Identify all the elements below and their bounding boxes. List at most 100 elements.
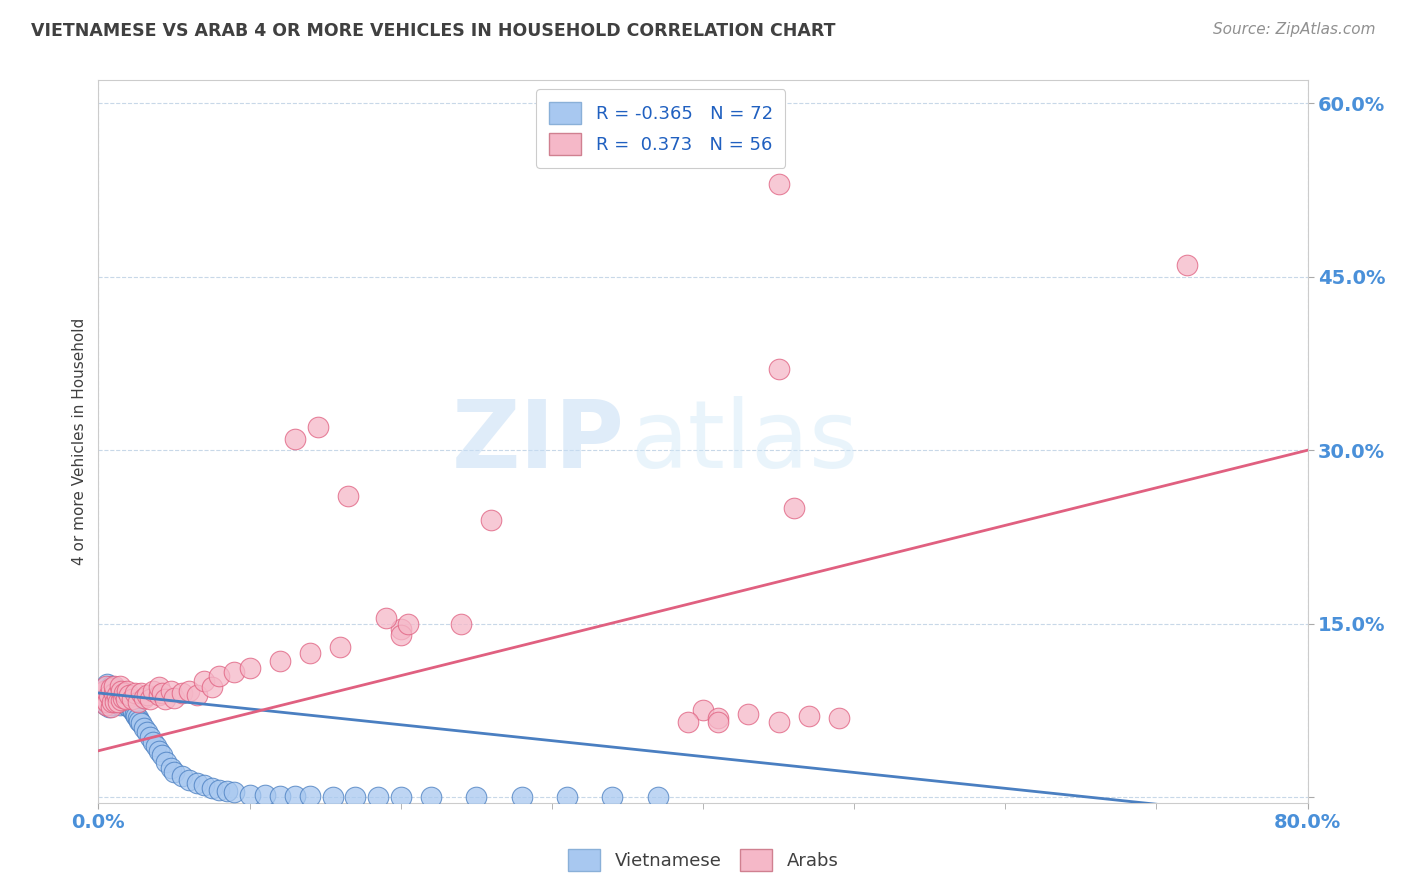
Point xyxy=(93,683,115,698)
Point xyxy=(307,420,329,434)
Point xyxy=(90,686,112,700)
Point xyxy=(344,790,367,805)
Point xyxy=(94,698,117,712)
Point xyxy=(707,714,730,729)
Point xyxy=(90,688,112,702)
Point xyxy=(160,761,183,775)
Point xyxy=(108,679,131,693)
Point xyxy=(125,709,148,723)
Point xyxy=(148,744,170,758)
Point xyxy=(555,790,578,805)
Point xyxy=(105,688,128,702)
Point xyxy=(692,703,714,717)
Point xyxy=(118,699,141,714)
Point xyxy=(112,691,135,706)
Point xyxy=(148,680,170,694)
Legend: Vietnamese, Arabs: Vietnamese, Arabs xyxy=(561,842,845,879)
Point xyxy=(91,691,114,706)
Point xyxy=(828,711,851,725)
Text: ZIP: ZIP xyxy=(451,395,624,488)
Point xyxy=(129,686,152,700)
Point xyxy=(121,691,143,706)
Point xyxy=(129,716,152,731)
Y-axis label: 4 or more Vehicles in Household: 4 or more Vehicles in Household xyxy=(72,318,87,566)
Point xyxy=(142,683,165,698)
Point xyxy=(120,698,142,712)
Point xyxy=(150,748,173,763)
Point xyxy=(676,714,699,729)
Point xyxy=(124,686,146,700)
Point xyxy=(132,721,155,735)
Point xyxy=(145,739,167,753)
Point xyxy=(111,695,134,709)
Point xyxy=(91,691,114,706)
Point xyxy=(239,660,262,674)
Point xyxy=(108,698,131,712)
Point xyxy=(284,789,307,803)
Point xyxy=(127,711,149,725)
Point xyxy=(110,693,132,707)
Point xyxy=(179,772,201,787)
Point xyxy=(148,688,170,702)
Point xyxy=(101,686,124,700)
Point xyxy=(100,679,122,693)
Point xyxy=(139,730,162,744)
Point xyxy=(186,688,208,702)
Point xyxy=(253,788,276,802)
Point xyxy=(299,789,322,803)
Point xyxy=(114,691,136,706)
Point xyxy=(224,665,246,680)
Point xyxy=(89,686,111,700)
Point xyxy=(135,725,157,739)
Point xyxy=(450,616,472,631)
Point xyxy=(186,776,208,790)
Point xyxy=(201,680,224,694)
Point xyxy=(132,690,155,705)
Point xyxy=(103,688,125,702)
Point xyxy=(122,705,145,719)
Point xyxy=(104,683,127,698)
Point xyxy=(170,686,193,700)
Point xyxy=(98,688,121,702)
Point xyxy=(783,501,806,516)
Point xyxy=(160,683,183,698)
Point xyxy=(127,695,149,709)
Point xyxy=(96,677,118,691)
Point xyxy=(155,756,177,770)
Point xyxy=(108,690,131,705)
Point xyxy=(107,688,129,702)
Point xyxy=(98,683,121,698)
Point xyxy=(128,714,150,728)
Point xyxy=(768,178,790,192)
Point xyxy=(737,706,759,721)
Point xyxy=(103,681,125,696)
Point xyxy=(269,654,291,668)
Point xyxy=(797,709,820,723)
Point xyxy=(104,695,127,709)
Point xyxy=(336,490,359,504)
Point xyxy=(153,691,176,706)
Point xyxy=(647,790,669,805)
Point xyxy=(105,686,128,700)
Point xyxy=(374,611,396,625)
Point xyxy=(150,686,173,700)
Point xyxy=(224,785,246,799)
Point xyxy=(101,695,124,709)
Point xyxy=(284,432,307,446)
Point xyxy=(100,681,122,696)
Point xyxy=(389,623,412,637)
Point xyxy=(299,646,322,660)
Point xyxy=(107,695,129,709)
Point xyxy=(322,790,344,805)
Point xyxy=(121,702,143,716)
Point xyxy=(139,691,162,706)
Point xyxy=(602,790,624,805)
Point xyxy=(110,683,132,698)
Point xyxy=(208,668,231,682)
Point xyxy=(269,789,291,803)
Point xyxy=(111,690,134,705)
Point xyxy=(707,711,730,725)
Point xyxy=(105,690,128,705)
Text: Source: ZipAtlas.com: Source: ZipAtlas.com xyxy=(1212,22,1375,37)
Text: VIETNAMESE VS ARAB 4 OR MORE VEHICLES IN HOUSEHOLD CORRELATION CHART: VIETNAMESE VS ARAB 4 OR MORE VEHICLES IN… xyxy=(31,22,835,40)
